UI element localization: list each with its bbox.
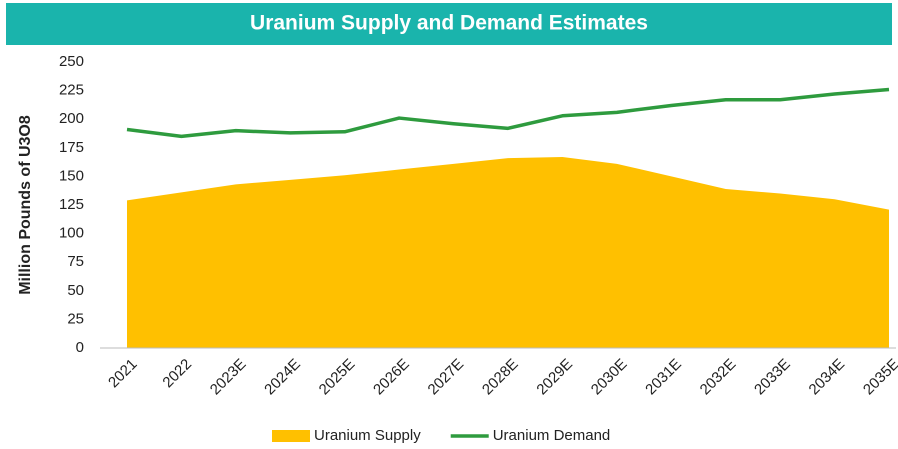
y-tick-label: 200 [59,110,84,127]
y-tick-label: 175 [59,139,84,156]
y-tick-label: 25 [67,310,84,327]
y-tick-label: 75 [67,253,84,270]
y-tick-label: 250 [59,53,84,70]
x-tick-label: 2035E [860,356,898,399]
x-tick-label: 2029E [533,356,576,399]
x-tick-label: 2032E [697,356,740,399]
y-tick-label: 150 [59,167,84,184]
x-tick-label: 2021 [105,356,141,392]
y-tick-label: 125 [59,196,84,213]
x-tick-label: 2027E [425,356,468,399]
x-tick-label: 2023E [207,356,250,399]
chart-title: Uranium Supply and Demand Estimates [250,12,648,35]
legend-label: Uranium Supply [314,427,421,444]
y-tick-label: 50 [67,282,84,299]
legend-swatch [272,430,310,442]
x-tick-label: 2026E [370,356,413,399]
area [127,156,889,348]
line [126,87,890,139]
x-tick-label: 2030E [588,356,631,399]
y-axis-label: Million Pounds of U3O8 [17,115,34,295]
y-tick-label: 0 [76,339,84,356]
x-tick-label: 2031E [642,356,685,399]
title-bar [6,3,892,45]
x-tick-label: 2022 [159,356,195,392]
y-tick-label: 225 [59,82,84,99]
x-tick-label: 2034E [806,356,849,399]
x-tick-label: 2033E [751,356,794,399]
x-tick-label: 2028E [479,356,522,399]
legend-label: Uranium Demand [493,427,611,444]
y-tick-label: 100 [59,225,84,242]
x-tick-label: 2025E [316,356,359,399]
x-tick-label: 2024E [261,356,304,399]
